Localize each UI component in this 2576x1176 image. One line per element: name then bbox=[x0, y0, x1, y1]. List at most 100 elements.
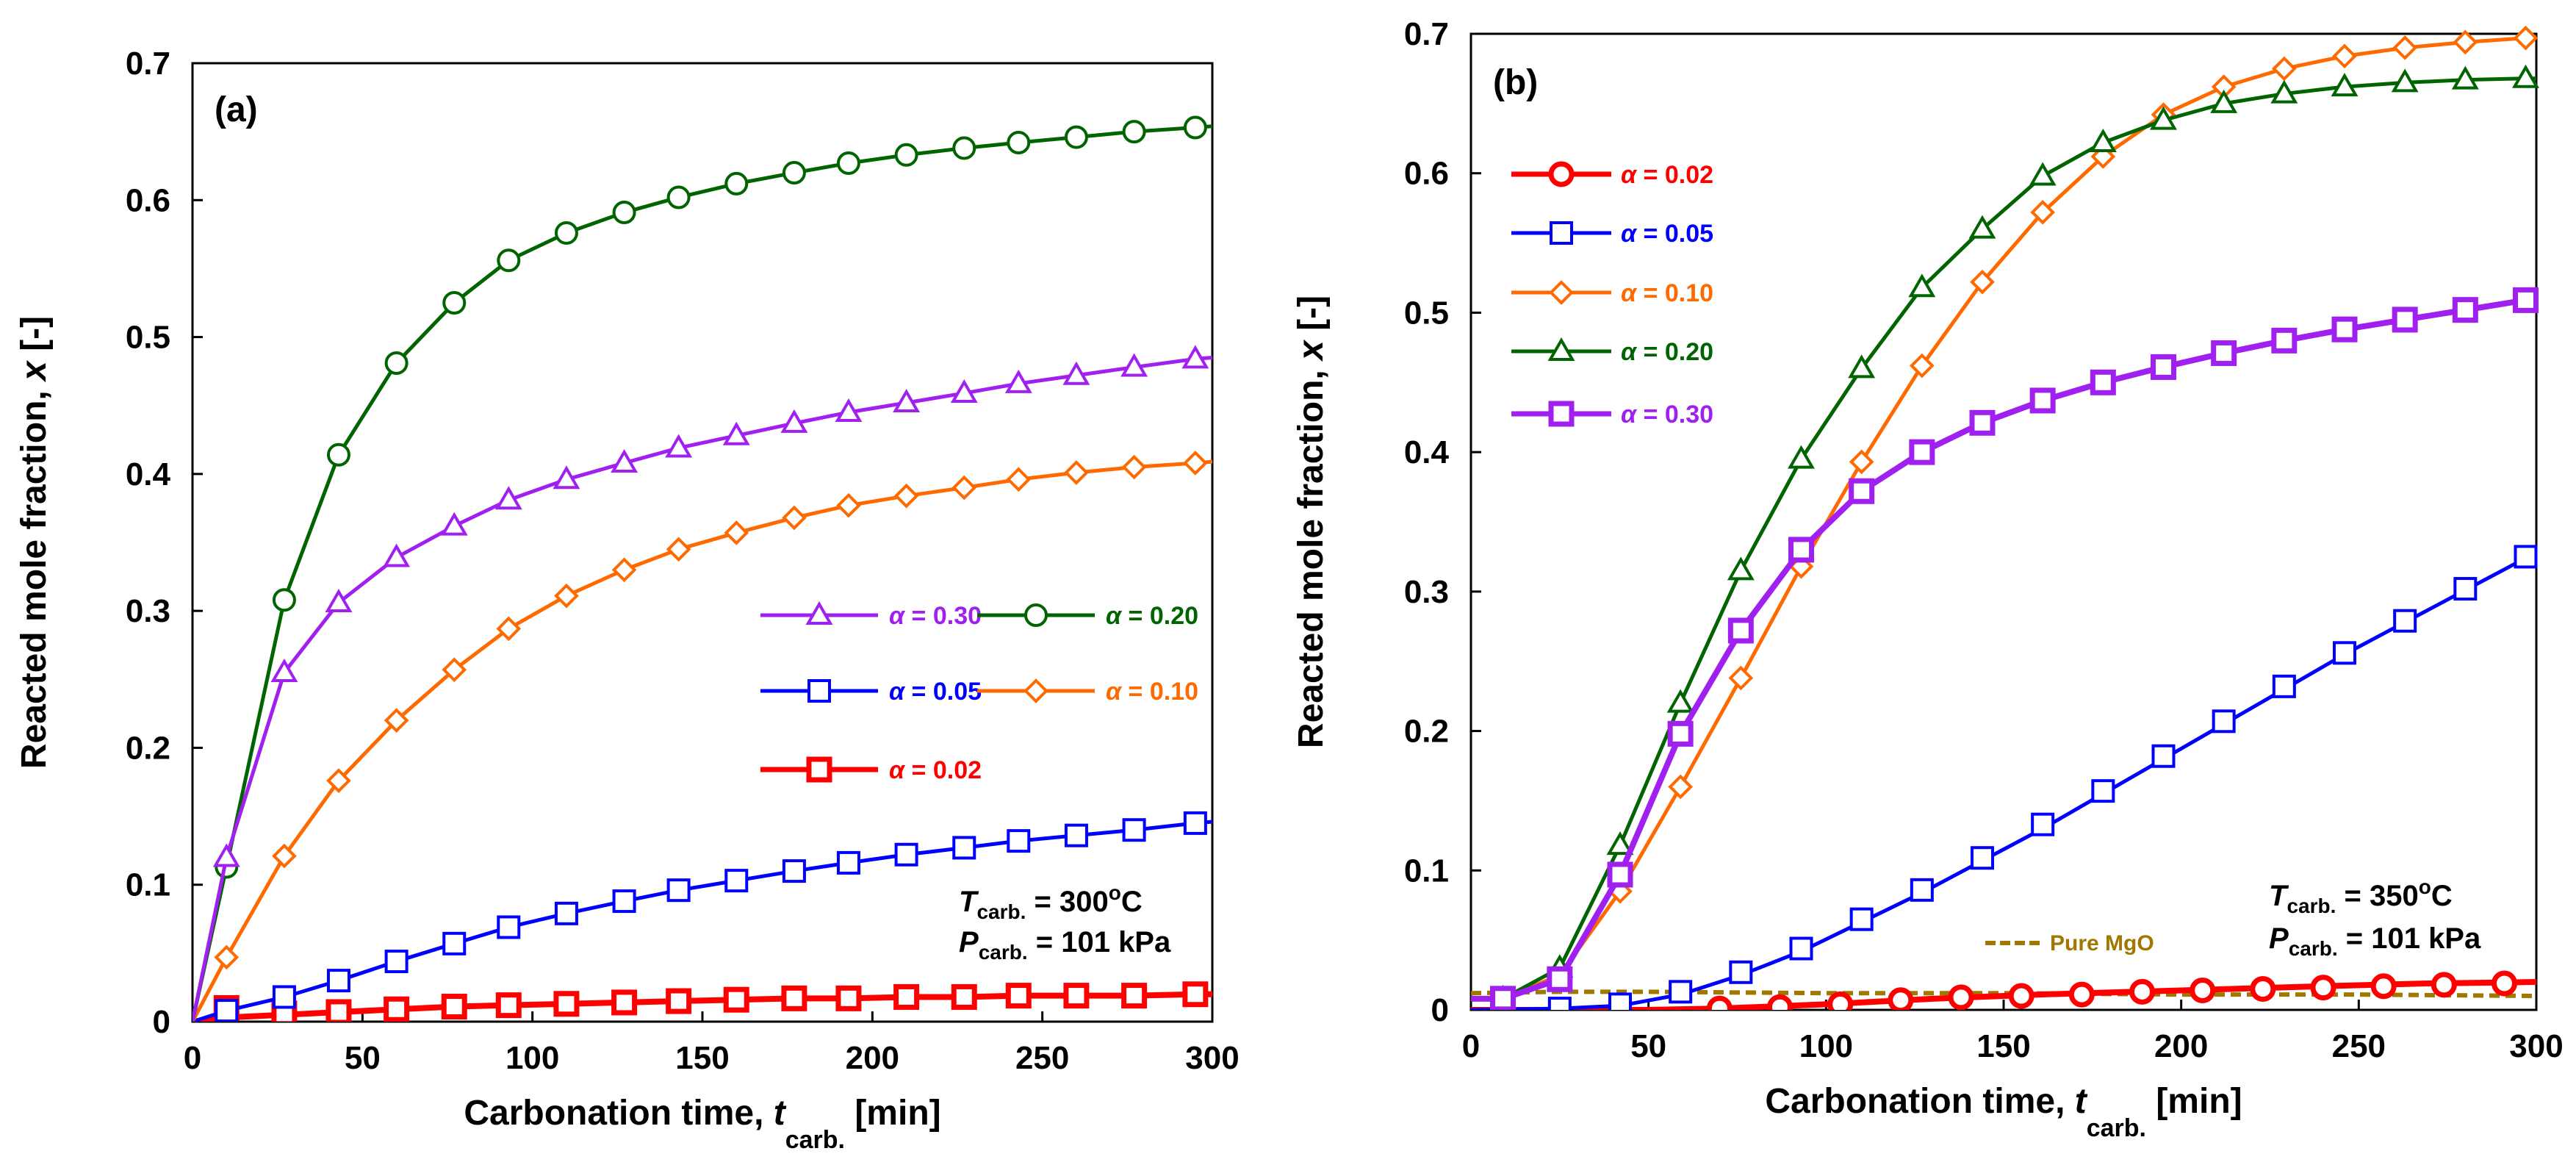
legend-marker bbox=[805, 600, 833, 625]
data-point bbox=[611, 448, 638, 473]
data-point bbox=[1788, 445, 1815, 469]
data-point bbox=[1849, 449, 1874, 475]
data-point bbox=[2029, 387, 2056, 414]
legend-item: α = 0.05 bbox=[1511, 220, 1713, 248]
data-point bbox=[442, 931, 467, 956]
data-point bbox=[1182, 981, 1209, 1008]
data-point bbox=[951, 983, 977, 1010]
condition-pres-subscript: carb. bbox=[979, 941, 1028, 964]
x-axis-title-text: Carbonation time, bbox=[464, 1094, 773, 1133]
data-point bbox=[2513, 287, 2539, 313]
y-tick-label: 0.3 bbox=[1404, 574, 1449, 610]
data-point bbox=[782, 161, 806, 185]
data-point bbox=[1006, 467, 1032, 492]
data-point bbox=[724, 869, 749, 893]
data-point bbox=[2512, 64, 2539, 88]
legend-item: α = 0.30 bbox=[760, 600, 982, 630]
legend-item: α = 0.02 bbox=[760, 756, 982, 784]
data-point bbox=[666, 988, 692, 1014]
data-point bbox=[2452, 297, 2478, 323]
data-point bbox=[781, 985, 807, 1011]
data-point bbox=[611, 989, 638, 1016]
legend-alpha-symbol: α bbox=[1621, 161, 1638, 189]
condition-pressure: Pcarb. = 101 kPa bbox=[959, 926, 1171, 964]
panel-a: 0 50 100 150 200 250 300 0 0.1 0.2 0.3 0.4 0.5 0.6 0.7… bbox=[15, 46, 1240, 1154]
panel-label: (a) bbox=[215, 90, 258, 129]
data-point bbox=[2392, 306, 2418, 333]
x-tick-label: 300 bbox=[2509, 1028, 2563, 1064]
data-point bbox=[1909, 439, 1935, 465]
data-point bbox=[836, 151, 860, 175]
data-point bbox=[1667, 720, 1694, 747]
data-point bbox=[1888, 987, 1914, 1010]
y-tick-label: 0.6 bbox=[1404, 156, 1449, 192]
x-tick-label: 0 bbox=[184, 1040, 201, 1076]
condition-temp-degree: o bbox=[1109, 881, 1121, 904]
legend-label: α = 0.10 bbox=[1106, 678, 1198, 706]
series-alpha-005 bbox=[1471, 545, 2538, 1010]
legend-item: α = 0.20 bbox=[977, 602, 1198, 630]
data-point bbox=[2210, 89, 2238, 113]
data-point bbox=[1121, 454, 1147, 480]
data-point bbox=[272, 588, 296, 612]
data-point bbox=[2272, 56, 2297, 82]
legend-alpha-value: = 0.20 bbox=[1121, 602, 1198, 630]
legend-alpha-symbol: α bbox=[889, 756, 906, 784]
data-point bbox=[1005, 983, 1032, 1009]
panel-b: 0 50 100 150 200 250 300 0 0.1 0.2 0.3 0.4 0.5 0.6 0.7… bbox=[1292, 16, 2564, 1142]
x-tick-label: 200 bbox=[2154, 1028, 2208, 1064]
y-tick-label: 0.3 bbox=[126, 593, 170, 629]
data-point bbox=[496, 616, 522, 642]
data-point bbox=[836, 850, 860, 875]
condition-pres-subscript: carb. bbox=[2289, 937, 2338, 960]
data-point bbox=[1122, 818, 1146, 842]
y-tick-label: 0.4 bbox=[126, 456, 171, 492]
condition-temp-unit: C bbox=[2431, 880, 2453, 912]
data-point bbox=[780, 409, 808, 433]
data-point bbox=[950, 379, 978, 403]
data-point bbox=[666, 185, 691, 209]
y-tick-label: 0.5 bbox=[1404, 295, 1449, 331]
data-point bbox=[611, 557, 637, 583]
legend-item: α = 0.30 bbox=[1511, 401, 1713, 429]
legend-alpha-value: = 0.02 bbox=[904, 756, 982, 784]
data-point bbox=[2513, 25, 2539, 51]
data-point bbox=[2129, 978, 2155, 1005]
data-point bbox=[835, 985, 862, 1011]
legend-label: α = 0.02 bbox=[1621, 161, 1713, 189]
data-point bbox=[612, 889, 636, 914]
x-tick-label: 100 bbox=[506, 1040, 559, 1076]
data-point bbox=[495, 992, 522, 1019]
data-point bbox=[1062, 361, 1090, 385]
data-point bbox=[1970, 269, 1995, 295]
legend-alpha-value: = 0.10 bbox=[1636, 279, 1713, 307]
condition-pres-value: = 101 kPa bbox=[2338, 922, 2481, 955]
data-point bbox=[2151, 354, 2176, 380]
data-point bbox=[2332, 43, 2357, 69]
data-point bbox=[1969, 409, 1996, 436]
data-point bbox=[1120, 353, 1148, 377]
legend-alpha-value: = 0.30 bbox=[904, 602, 982, 630]
data-point bbox=[325, 999, 352, 1022]
data-point bbox=[440, 512, 468, 536]
data-point bbox=[1004, 369, 1032, 393]
x-tick-label: 300 bbox=[1185, 1040, 1239, 1076]
data-point bbox=[2331, 73, 2359, 97]
y-tick-label: 0.7 bbox=[1404, 16, 1449, 52]
data-point bbox=[383, 543, 411, 567]
data-point bbox=[2190, 977, 2216, 1003]
condition-temp-unit: C bbox=[1121, 886, 1143, 918]
data-point bbox=[326, 969, 350, 993]
legend-marker bbox=[1550, 221, 1573, 245]
x-tick-label: 100 bbox=[1799, 1028, 1853, 1064]
legend-item: α = 0.02 bbox=[1511, 161, 1713, 189]
data-point bbox=[554, 220, 578, 245]
data-point bbox=[1181, 345, 1209, 369]
series-alpha-020 bbox=[1471, 64, 2539, 1008]
condition-temp-value: = 300 bbox=[1026, 886, 1108, 918]
data-point bbox=[1063, 983, 1090, 1009]
legend-alpha-symbol: α bbox=[1621, 338, 1638, 366]
data-point bbox=[2031, 812, 2055, 836]
data-point bbox=[1183, 451, 1208, 476]
data-point bbox=[951, 475, 977, 501]
